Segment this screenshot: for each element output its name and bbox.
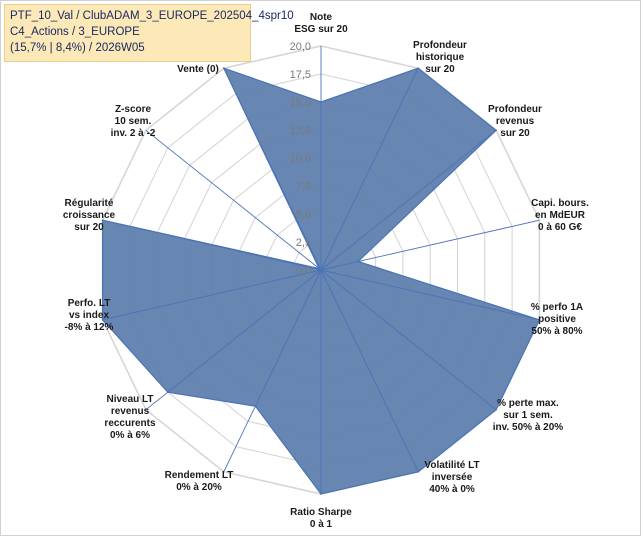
axis-label: Niveau LT revenus reccurents 0% à 6% xyxy=(104,394,156,441)
axis-label: Ratio Sharpe 0 à 1 xyxy=(290,507,352,530)
axis-label: Profondeur historique sur 20 xyxy=(413,40,467,75)
axis-spoke xyxy=(320,269,419,472)
tick-label: 15,0 xyxy=(290,97,311,109)
axis-label: Capi. bours. en MdEUR 0 à 60 G€ xyxy=(531,198,589,233)
tick-label: 5,0 xyxy=(296,209,311,221)
tick-label: 12,5 xyxy=(290,125,311,137)
tick-label: 17,5 xyxy=(290,69,311,81)
axis-spoke xyxy=(320,219,540,271)
axis-spoke xyxy=(320,129,497,271)
tick-label: 2,5 xyxy=(296,237,311,249)
axis-spoke xyxy=(320,269,540,321)
axis-spoke xyxy=(145,269,322,411)
axis-spoke xyxy=(223,68,322,271)
tick-label: 7,5 xyxy=(296,181,311,193)
chart-title: PTF_10_Val / ClubADAM_3_EUROPE_202504_4s… xyxy=(4,4,294,62)
axis-label: % perte max. sur 1 sem. inv. 50% à 20% xyxy=(493,398,564,433)
axis-label: Z-score 10 sem. inv. 2 à -2 xyxy=(111,104,156,139)
tick-label: 0,0 xyxy=(296,265,311,277)
axis-spoke xyxy=(102,269,322,321)
axis-label: Régularité croissance sur 20 xyxy=(63,198,116,233)
title-line-3: (15,7% | 8,4%) / 2026W05 xyxy=(10,42,145,54)
tick-label: 10,0 xyxy=(290,153,311,165)
axis-spokes xyxy=(102,46,540,494)
tick-label: 20,0 xyxy=(290,41,311,53)
axis-label: Profondeur revenus sur 20 xyxy=(488,104,542,139)
title-line-2: C4_Actions / 3_EUROPE xyxy=(10,26,140,38)
axis-spoke xyxy=(320,269,497,411)
axis-label: % perfo 1A positive 50% à 80% xyxy=(531,302,583,337)
tick-layer: 0,0 2,5 5,0 7,5 10,0 12,5 15,0 17,5 20,0 xyxy=(290,41,311,277)
axis-spoke xyxy=(223,269,322,472)
axis-spoke xyxy=(145,129,322,271)
axis-spoke xyxy=(102,219,322,271)
axis-spoke xyxy=(320,68,419,271)
axis-label: Volatilité LT inversée 40% à 0% xyxy=(424,460,479,495)
axis-label: Rendement LT 0% à 20% xyxy=(165,470,234,493)
title-line-1: PTF_10_Val / ClubADAM_3_EUROPE_202504_4s… xyxy=(10,10,294,22)
axis-label: Perfo. LT vs index -8% à 12% xyxy=(65,298,114,333)
axis-label: Note ESG sur 20 xyxy=(294,12,348,35)
